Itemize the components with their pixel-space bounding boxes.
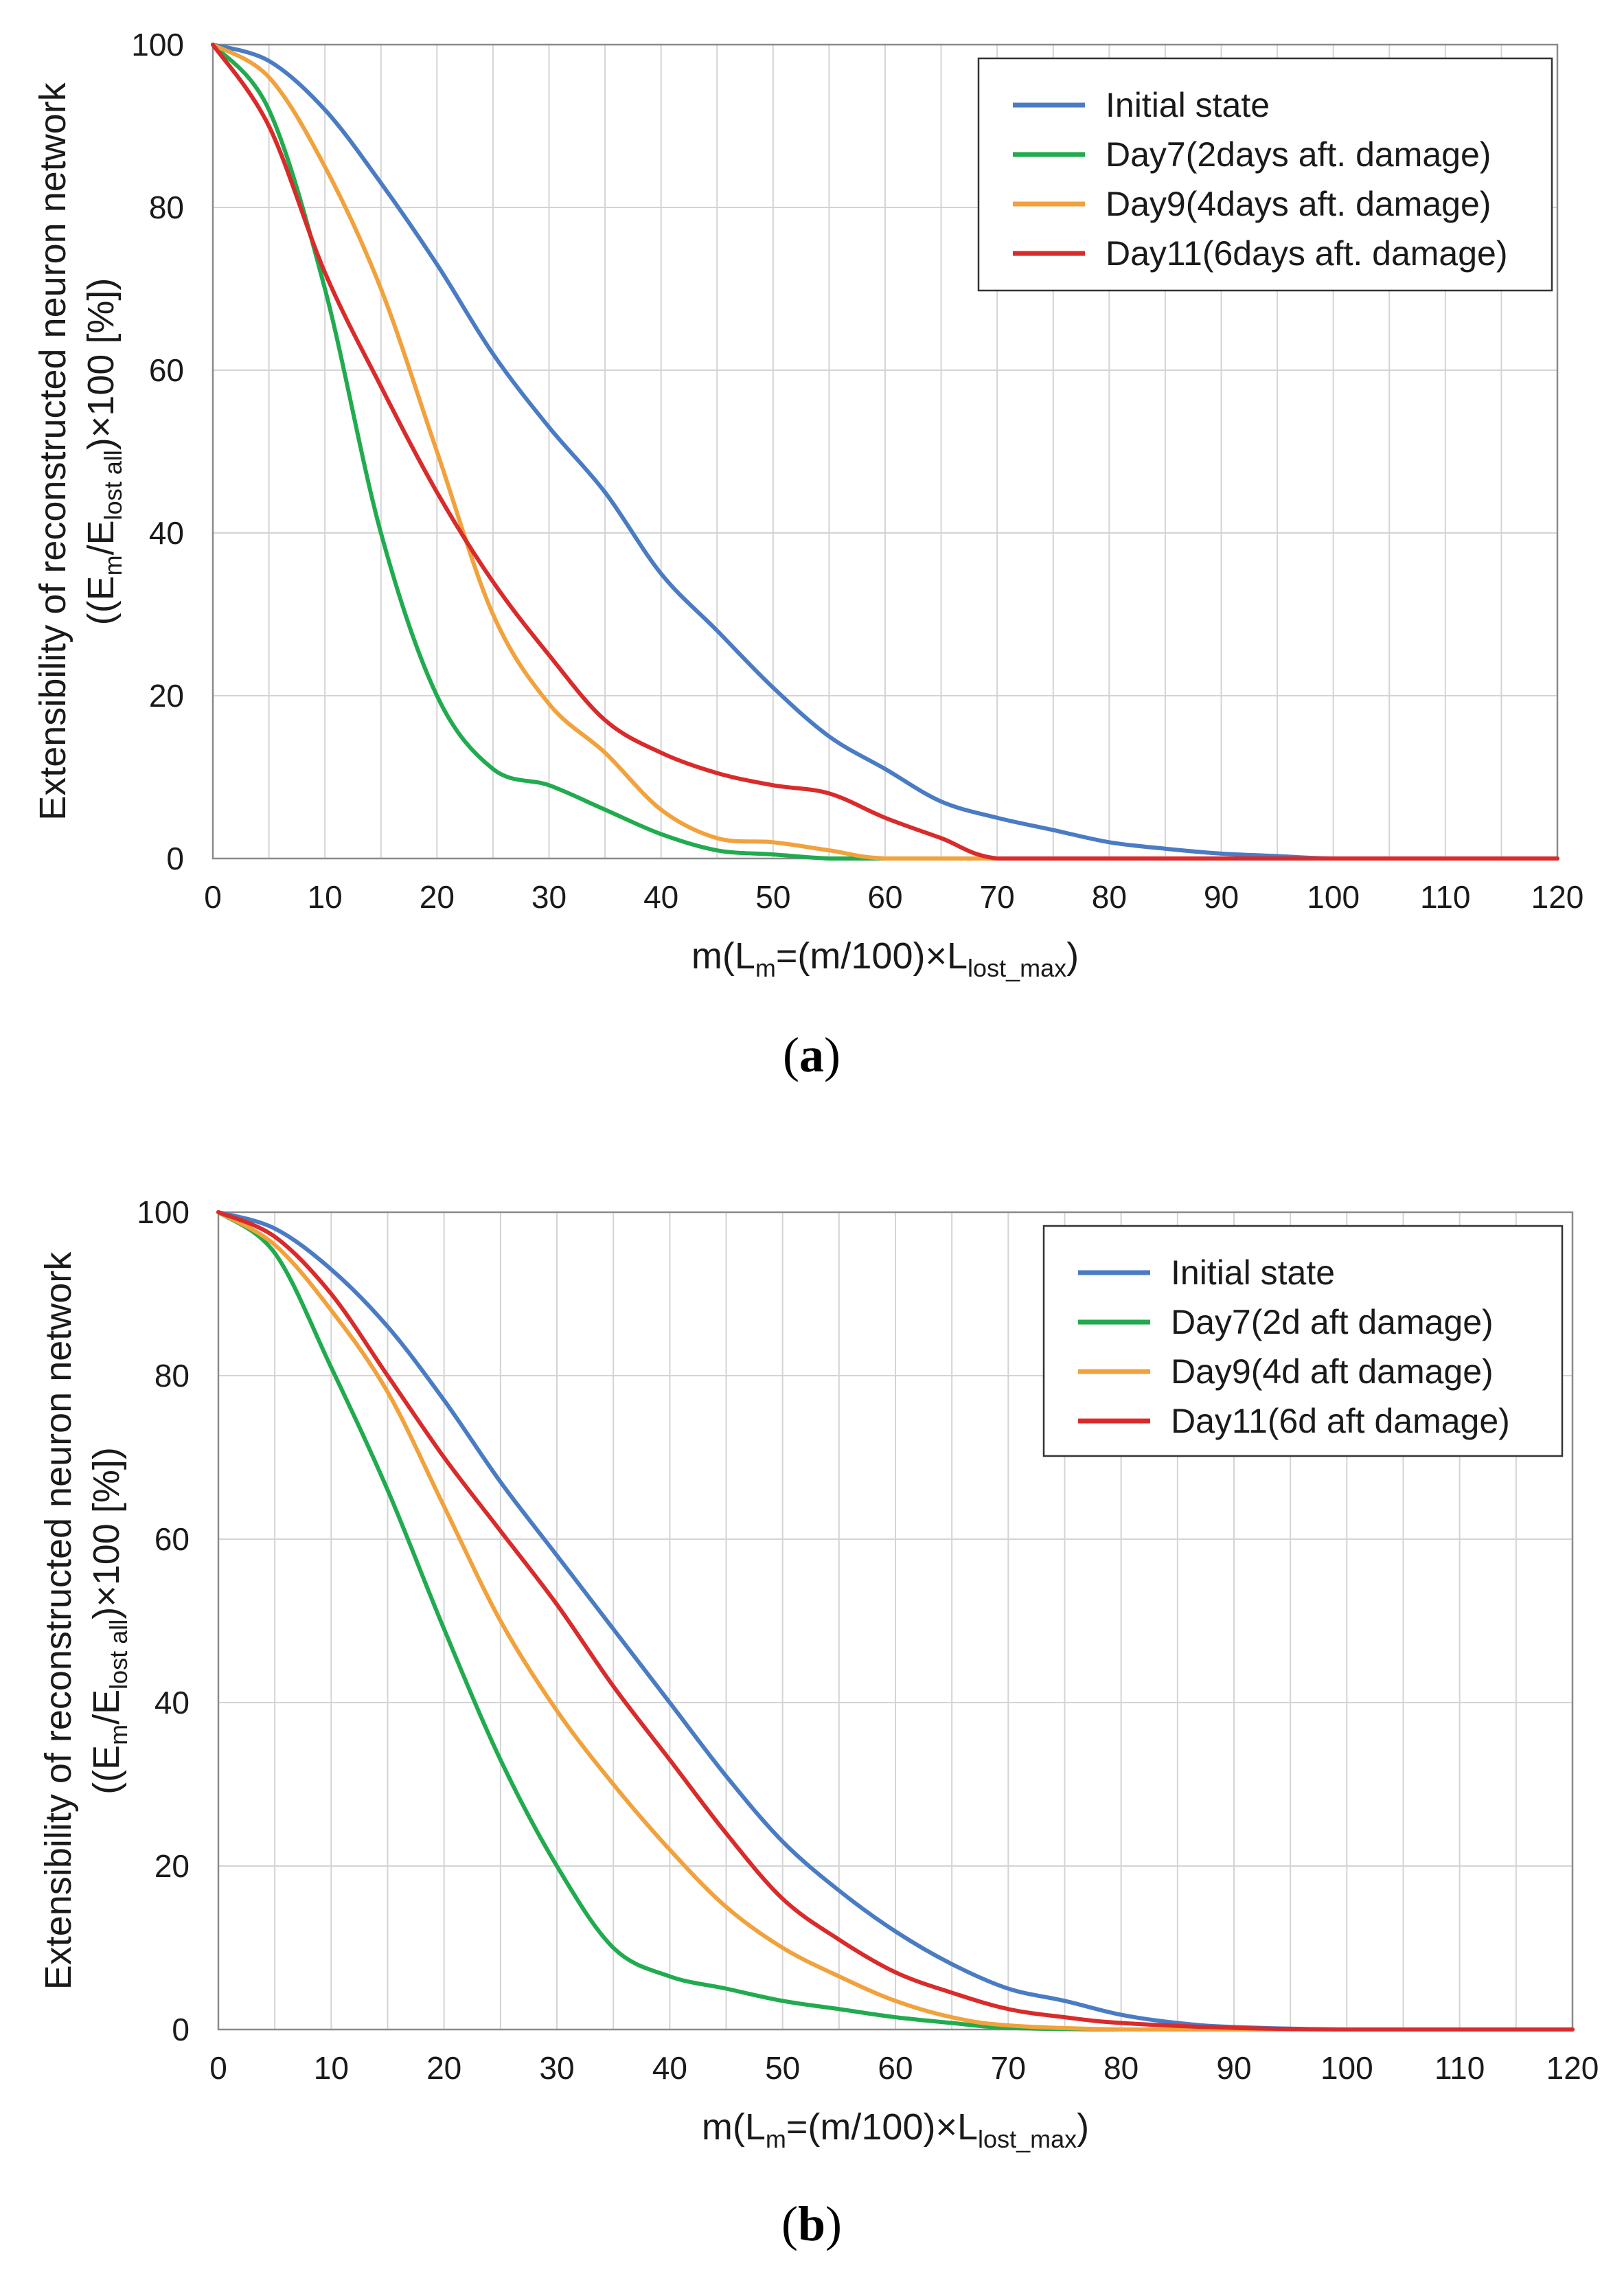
legend-entry-label: Initial state [1171,1253,1335,1292]
x-axis-label: m(Lm=(m/100)×Llost_max) [702,2106,1089,2153]
x-tick-label: 20 [426,2050,461,2086]
legend: Initial state Day7(2d aft damage) Day9(4d … [1042,1225,1564,1457]
y-tick-label: 60 [149,352,184,388]
x-tick-label: 80 [1092,879,1127,915]
y-axis-label-line2: ((Em/Elost all)×100 [%]) [80,278,127,626]
legend-entry-label: Day7(2d aft damage) [1171,1303,1494,1341]
y-axis-label-line1: Extensibility of reconstructed neuron ne… [32,82,73,821]
panel-b-chart: 0 10 20 30 40 50 60 70 80 90 100 110 120 0 20 40 60 80 100… [38,1194,1599,2251]
legend-box [1042,1225,1564,1457]
series-line-4 [216,1210,1575,2032]
series-line-4 [211,43,1559,861]
x-tick-label: 90 [1204,879,1239,915]
x-tick-label: 10 [314,2050,349,2086]
x-tick-label: 110 [1420,879,1470,915]
x-tick-label: 0 [204,879,222,915]
x-tick-label: 100 [1320,2050,1373,2086]
x-tick-label: 70 [991,2050,1026,2086]
x-tick-label: 120 [1531,879,1584,915]
y-tick-label: 100 [131,27,184,62]
y-axis-label-line2: ((Em/Elost all)×100 [%]) [86,1447,133,1795]
x-tick-label: 30 [531,879,567,915]
legend-entry-label: Day9(4d aft damage) [1171,1352,1494,1391]
x-tick-label: 60 [878,2050,913,2086]
legend-entry-label: Day11(6d aft damage) [1171,1402,1510,1440]
y-tick-label: 20 [149,678,184,714]
x-tick-label: 40 [652,2050,687,2086]
x-tick-label: 50 [765,2050,800,2086]
y-tick-label: 100 [137,1194,190,1230]
x-tick-label: 110 [1434,2050,1485,2086]
y-tick-label: 80 [155,1358,190,1394]
x-tick-label: 50 [755,879,790,915]
y-tick-label: 80 [149,190,184,225]
x-tick-label: 40 [643,879,678,915]
panel-label: (a) [783,1027,840,1082]
series-line-1 [216,1210,1575,2032]
y-tick-label: 60 [155,1521,190,1557]
y-tick-label: 40 [149,515,184,551]
x-tick-label: 80 [1103,2050,1139,2086]
y-axis-label-line1: Extensibility of reconstructed neuron ne… [38,1251,79,1990]
series-line-1 [211,43,1559,861]
x-tick-label: 10 [308,879,343,915]
x-tick-label: 60 [867,879,902,915]
x-tick-label: 100 [1307,879,1360,915]
x-tick-label: 120 [1546,2050,1599,2086]
legend-entry-label: Initial state [1106,86,1270,124]
y-tick-label: 20 [155,1848,190,1884]
legend-entry-label: Day9(4days aft. damage) [1106,185,1491,223]
x-tick-label: 70 [980,879,1015,915]
legend: Initial state Day7(2days aft. damage) Day9… [977,57,1553,292]
legend-entry-label: Day11(6days aft. damage) [1106,234,1508,273]
panel-a-chart: 0 10 20 30 40 50 60 70 80 90 100 110 120 0 20 40 60 80 100… [32,27,1583,1082]
x-axis-label: m(Lm=(m/100)×Llost_max) [691,935,1079,982]
y-tick-label: 0 [172,2012,190,2047]
y-tick-label: 40 [155,1685,190,1720]
legend-entry-label: Day7(2days aft. damage) [1106,135,1491,174]
x-tick-label: 0 [209,2050,227,2086]
series-line-3 [216,1210,1575,2032]
x-tick-label: 30 [539,2050,574,2086]
panel-label: (b) [781,2196,842,2251]
plot-frame [217,1211,1574,2031]
x-tick-label: 20 [420,879,455,915]
y-tick-label: 0 [166,841,184,876]
x-tick-label: 90 [1216,2050,1251,2086]
